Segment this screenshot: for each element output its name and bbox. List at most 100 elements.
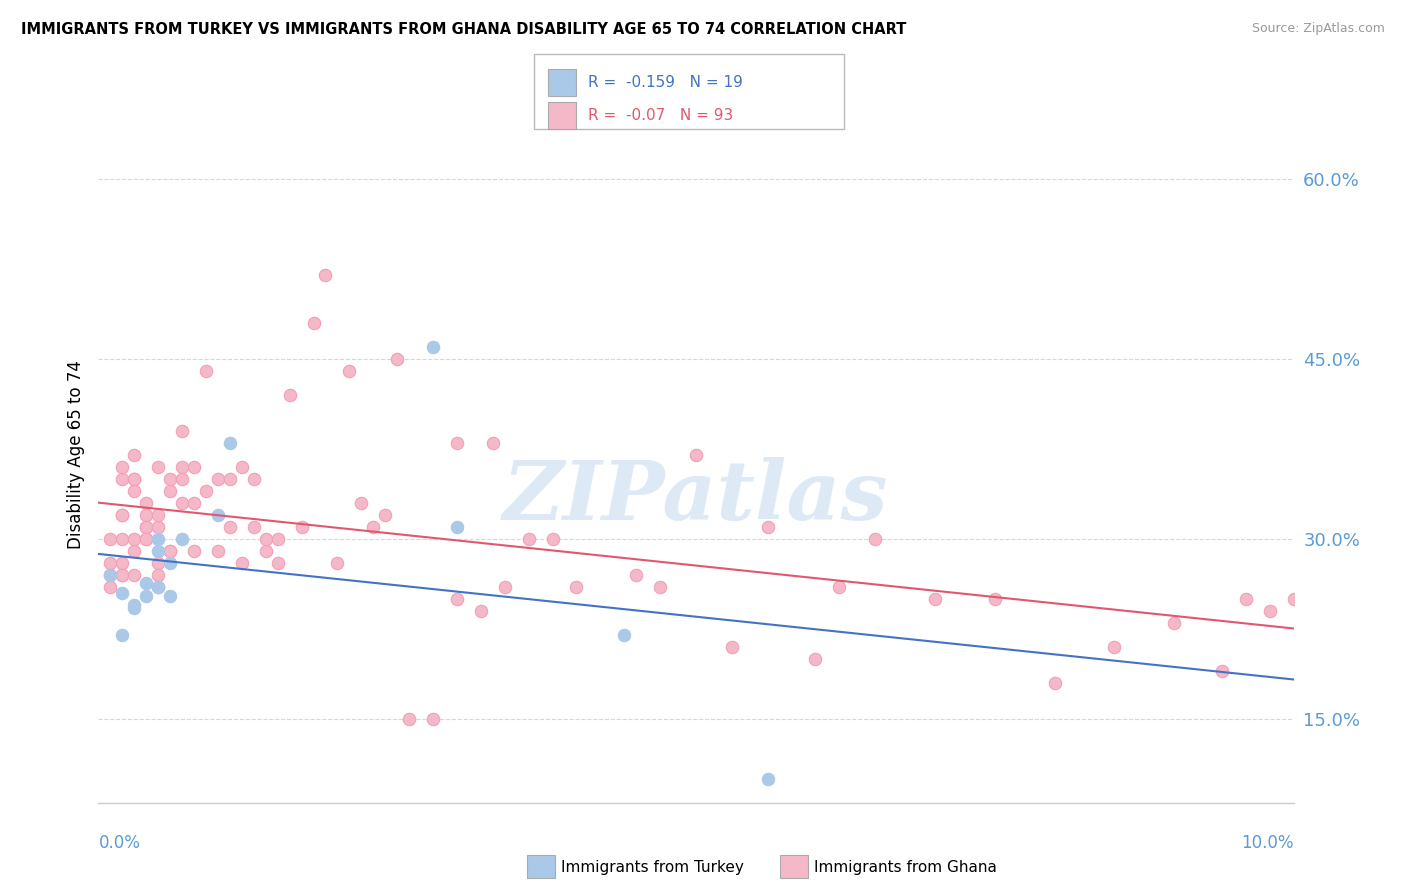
- Point: [1258, 604, 1281, 618]
- Point: [124, 532, 146, 546]
- Point: [159, 556, 181, 570]
- Point: [135, 520, 157, 534]
- Point: [254, 532, 277, 546]
- Point: [135, 590, 157, 604]
- Point: [98, 567, 122, 582]
- Point: [315, 268, 337, 282]
- Point: [517, 532, 540, 546]
- Point: [243, 472, 266, 486]
- Point: [111, 472, 134, 486]
- Point: [111, 556, 134, 570]
- Point: [398, 712, 420, 726]
- Point: [98, 532, 122, 546]
- Point: [124, 567, 146, 582]
- Point: [1282, 591, 1305, 606]
- Point: [828, 580, 851, 594]
- Point: [183, 496, 205, 510]
- Point: [1043, 676, 1066, 690]
- Text: ZIPatlas: ZIPatlas: [503, 457, 889, 537]
- Point: [363, 520, 385, 534]
- Point: [1211, 664, 1233, 678]
- Point: [172, 496, 194, 510]
- Point: [565, 580, 588, 594]
- Point: [624, 567, 647, 582]
- Point: [470, 604, 492, 618]
- Text: Immigrants from Turkey: Immigrants from Turkey: [561, 860, 744, 874]
- Point: [267, 556, 290, 570]
- Point: [1163, 615, 1185, 630]
- Point: [98, 556, 122, 570]
- Point: [983, 591, 1005, 606]
- Point: [111, 508, 134, 522]
- Point: [124, 601, 146, 615]
- Point: [124, 472, 146, 486]
- Point: [924, 591, 946, 606]
- Point: [148, 567, 170, 582]
- Point: [194, 483, 218, 498]
- Point: [148, 580, 170, 594]
- Point: [172, 532, 194, 546]
- Point: [207, 508, 229, 522]
- Point: [124, 448, 146, 462]
- Point: [124, 544, 146, 558]
- Point: [804, 652, 827, 666]
- Point: [207, 472, 229, 486]
- Point: [183, 459, 205, 474]
- Text: Source: ZipAtlas.com: Source: ZipAtlas.com: [1251, 22, 1385, 36]
- Point: [98, 580, 122, 594]
- Point: [148, 544, 170, 558]
- Point: [541, 532, 564, 546]
- Point: [124, 483, 146, 498]
- Point: [481, 436, 505, 450]
- Point: [1234, 591, 1257, 606]
- Point: [111, 508, 134, 522]
- Point: [159, 483, 181, 498]
- Point: [111, 586, 134, 600]
- Point: [278, 388, 301, 402]
- Point: [159, 472, 181, 486]
- Point: [721, 640, 744, 654]
- Point: [111, 459, 134, 474]
- Point: [172, 424, 194, 438]
- Point: [207, 544, 229, 558]
- Point: [111, 628, 134, 642]
- Text: 0.0%: 0.0%: [98, 834, 141, 852]
- Point: [135, 520, 157, 534]
- Point: [865, 532, 887, 546]
- Point: [148, 508, 170, 522]
- Point: [267, 532, 290, 546]
- Point: [613, 628, 636, 642]
- Point: [148, 580, 170, 594]
- Point: [124, 598, 146, 612]
- Text: Immigrants from Ghana: Immigrants from Ghana: [814, 860, 997, 874]
- Point: [159, 544, 181, 558]
- Point: [135, 496, 157, 510]
- Point: [339, 364, 360, 378]
- Point: [148, 520, 170, 534]
- Point: [350, 496, 373, 510]
- Point: [231, 556, 253, 570]
- Text: R =  -0.07   N = 93: R = -0.07 N = 93: [588, 108, 733, 123]
- Text: R =  -0.159   N = 19: R = -0.159 N = 19: [588, 75, 742, 90]
- Point: [111, 567, 134, 582]
- Point: [135, 576, 157, 591]
- Point: [422, 712, 444, 726]
- Point: [219, 472, 242, 486]
- Point: [159, 544, 181, 558]
- Point: [1104, 640, 1126, 654]
- Point: [98, 567, 122, 582]
- Point: [148, 532, 170, 546]
- Point: [135, 508, 157, 522]
- Point: [172, 472, 194, 486]
- Y-axis label: Disability Age 65 to 74: Disability Age 65 to 74: [66, 360, 84, 549]
- Point: [111, 532, 134, 546]
- Point: [148, 556, 170, 570]
- Point: [111, 567, 134, 582]
- Text: 10.0%: 10.0%: [1241, 834, 1294, 852]
- Point: [756, 520, 779, 534]
- Point: [254, 544, 277, 558]
- Point: [124, 472, 146, 486]
- Point: [194, 364, 218, 378]
- Text: IMMIGRANTS FROM TURKEY VS IMMIGRANTS FROM GHANA DISABILITY AGE 65 TO 74 CORRELAT: IMMIGRANTS FROM TURKEY VS IMMIGRANTS FRO…: [21, 22, 907, 37]
- Point: [648, 580, 672, 594]
